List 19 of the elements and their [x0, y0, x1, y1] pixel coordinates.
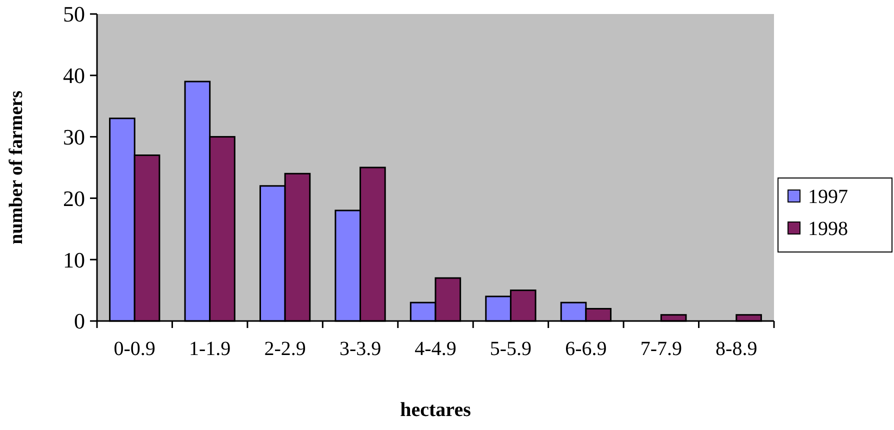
legend-label: 1998 [808, 218, 848, 240]
x-tick-label: 0-0.9 [114, 338, 156, 360]
x-tick-label: 8-8.9 [716, 338, 758, 360]
x-tick-label: 2-2.9 [264, 338, 306, 360]
x-tick-label: 7-7.9 [640, 338, 682, 360]
y-tick-label: 10 [63, 247, 85, 272]
y-tick-label: 30 [63, 124, 85, 150]
x-tick-label: 4-4.9 [414, 338, 456, 360]
y-tick-label: 50 [63, 2, 85, 27]
y-tick-label: 0 [74, 308, 85, 334]
x-axis-title: hectares [400, 399, 472, 421]
x-tick-label: 5-5.9 [490, 338, 532, 360]
x-tick-label: 1-1.9 [188, 338, 231, 360]
x-tick-label: 3-3.9 [339, 338, 382, 360]
x-tick-label: 6-6.9 [565, 338, 607, 360]
legend-label: 1997 [808, 186, 848, 208]
y-axis-title: number of farmers [6, 90, 27, 244]
y-tick-label: 40 [63, 63, 85, 88]
y-tick-label: 20 [63, 186, 85, 211]
